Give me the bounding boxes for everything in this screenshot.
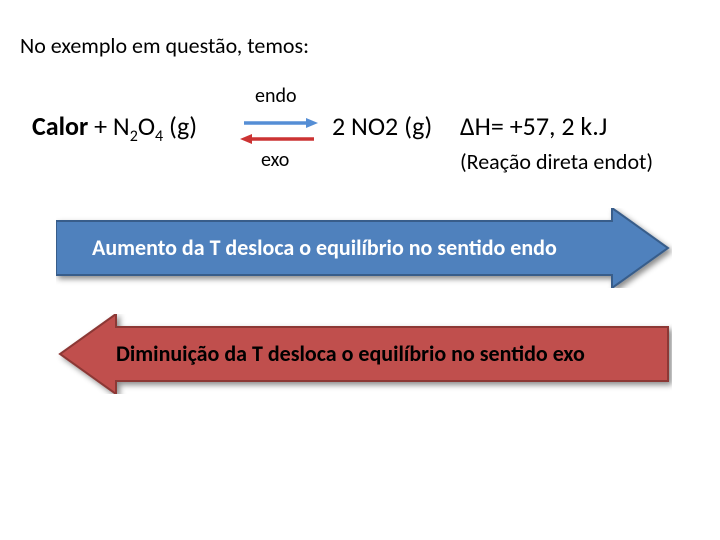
banner1-text: Aumento da T desloca o equilíbrio no sen… [92,234,557,261]
equation-right: 2 NO2 (g) [332,110,432,142]
equation-note: (Reação direta endot) [460,148,653,175]
calor-word: Calor [32,110,88,142]
equation-left: Calor + N2O4 (g) [32,110,197,146]
equation-delta-h: ΔH= +57, 2 k.J [460,110,607,142]
endo-label: endo [255,84,297,108]
banner2-text: Diminuição da T desloca o equilíbrio no … [116,340,585,367]
intro-text: No exemplo em questão, temos: [20,32,309,59]
equilibrium-arrows [234,109,324,153]
